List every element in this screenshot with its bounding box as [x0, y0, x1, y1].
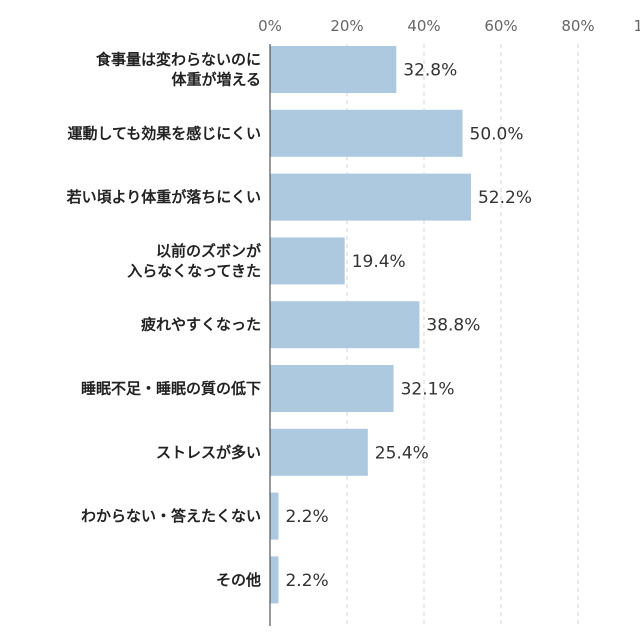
- x-tick-label: 100%: [634, 17, 640, 35]
- category-label: 入らなくなってきた: [127, 262, 261, 280]
- bar: [270, 237, 345, 285]
- bar: [270, 173, 471, 221]
- value-label-layer: 32.8% 50.0% 52.2% 19.4% 38.8% 32.1% 25.4% 2.2% 2…: [285, 61, 532, 591]
- tick-layer: 0% 20% 40% 60% 80% 100%: [258, 17, 640, 35]
- data-label: 52.2%: [478, 188, 532, 208]
- bar: [270, 365, 394, 412]
- x-tick-label: 0%: [258, 17, 282, 35]
- x-tick-label: 80%: [561, 17, 594, 35]
- bar: [270, 428, 368, 476]
- bar: [270, 492, 279, 540]
- data-label: 32.1%: [401, 380, 455, 400]
- category-label: 若い頃より体重が落ちにくい: [66, 188, 261, 206]
- bar: [270, 301, 420, 349]
- category-label-layer: 食事量は変わらないのに体重が増える運動しても効果を感じにくい若い頃より体重が落ち…: [66, 51, 262, 589]
- category-label: わからない・答えたくない: [81, 507, 261, 525]
- data-label: 38.8%: [426, 316, 480, 336]
- bar: [270, 46, 397, 93]
- category-label: その他: [216, 571, 261, 589]
- data-label: 32.8%: [403, 61, 457, 81]
- data-label: 19.4%: [352, 252, 406, 272]
- category-label: 運動しても効果を感じにくい: [67, 124, 261, 142]
- data-label: 2.2%: [285, 571, 328, 591]
- x-tick-label: 40%: [407, 17, 440, 35]
- category-label: 以前のズボンが: [156, 242, 262, 260]
- category-label: 食事量は変わらないのに: [96, 51, 261, 69]
- data-label: 25.4%: [375, 443, 429, 463]
- bar: [270, 556, 279, 604]
- category-label: ストレスが多い: [156, 443, 261, 461]
- category-label: 睡眠不足・睡眠の質の低下: [81, 380, 261, 398]
- x-tick-label: 20%: [330, 17, 363, 35]
- bar: [270, 109, 463, 157]
- data-label: 2.2%: [285, 507, 328, 527]
- x-tick-label: 60%: [484, 17, 517, 35]
- bar-layer: [270, 46, 471, 604]
- category-label: 体重が増える: [171, 71, 261, 89]
- category-label: 疲れやすくなった: [141, 316, 261, 334]
- data-label: 50.0%: [470, 124, 524, 144]
